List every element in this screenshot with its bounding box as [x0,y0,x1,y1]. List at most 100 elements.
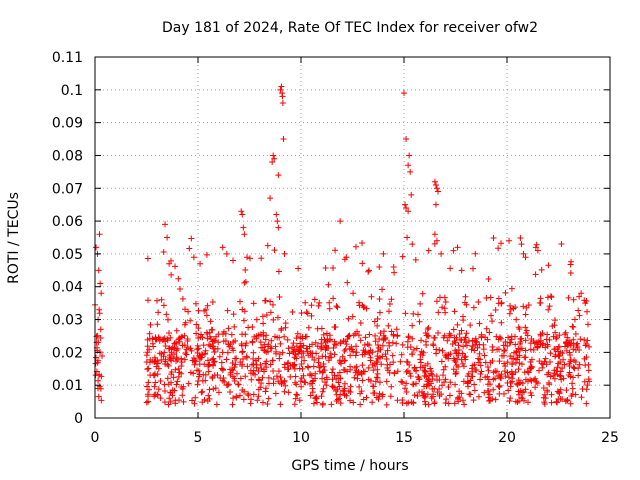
data-point [304,348,311,355]
data-point [422,393,429,400]
data-point [546,303,553,310]
data-point [495,346,502,353]
data-point [217,374,224,381]
data-point [200,342,207,349]
data-point [269,301,276,308]
data-point [495,295,502,302]
data-point [267,361,274,368]
y-tick-label: 0.1 [61,83,83,99]
data-point [337,218,344,225]
data-point [447,379,454,386]
data-point [276,351,283,358]
data-point [162,358,169,365]
data-point [298,354,305,361]
data-point [152,334,159,341]
data-point [154,321,161,328]
axis-ticks: 0 5 10 15 20 25 0 0.01 0.02 0.03 0.04 0.05 0.06 0.07 0… [52,50,619,446]
data-point [245,324,252,331]
data-point [359,377,366,384]
data-point [309,380,316,387]
data-point [347,388,354,395]
data-point [274,218,281,225]
data-point [257,339,264,346]
data-point [569,380,576,387]
data-point [388,296,395,303]
data-point [165,401,172,408]
data-point [279,93,286,100]
y-tick-label: 0.01 [52,378,83,394]
data-point [418,337,425,344]
data-point [445,355,452,362]
data-point [484,363,491,370]
data-point [162,338,169,345]
data-point [556,332,563,339]
data-point [454,244,461,251]
data-point [504,342,511,349]
data-point [215,331,222,338]
data-point [504,379,511,386]
data-point [388,383,395,390]
data-point [495,383,502,390]
data-point [527,376,534,383]
data-point [243,340,250,347]
data-point [440,372,447,379]
data-point [294,330,301,337]
data-point [255,393,262,400]
data-point [282,320,289,327]
data-point [508,285,515,292]
data-point [465,338,472,345]
data-point [225,341,232,348]
data-point [341,358,348,365]
data-point [269,159,276,166]
data-point [275,368,282,375]
data-point [454,356,461,363]
data-point [374,315,381,322]
plot-frame [94,56,611,419]
data-point [262,297,269,304]
data-point [484,387,491,394]
data-point [508,360,515,367]
data-point [444,337,451,344]
data-point [255,332,262,339]
data-point [532,375,539,382]
data-point [472,250,479,257]
data-point [278,83,285,90]
data-point [345,315,352,322]
y-tick-label: 0.06 [52,214,83,230]
data-point [363,305,370,312]
data-point [293,381,300,388]
data-point [202,371,209,378]
data-point [333,303,340,310]
data-point [230,395,237,402]
data-point [357,401,364,408]
data-point [96,306,103,313]
data-point [315,302,322,309]
data-point [450,366,457,373]
data-point [567,270,574,277]
data-point [456,331,463,338]
data-point [403,400,410,407]
data-point [216,353,223,360]
data-point [510,305,517,312]
y-tick-label: 0.03 [52,313,83,329]
data-point [443,396,450,403]
data-point [424,360,431,367]
data-point [311,296,318,303]
data-point [430,342,437,349]
data-point [540,384,547,391]
data-point [265,380,272,387]
data-point [470,265,477,272]
data-point [433,237,440,244]
data-point [486,329,493,336]
data-point [391,269,398,276]
data-point [352,243,359,250]
data-point [525,301,532,308]
data-point [576,293,583,300]
data-points [92,83,593,408]
data-point [402,385,409,392]
data-point [567,261,574,268]
data-point [403,204,410,211]
data-point [504,334,511,341]
data-point [94,332,101,339]
data-point [484,373,491,380]
